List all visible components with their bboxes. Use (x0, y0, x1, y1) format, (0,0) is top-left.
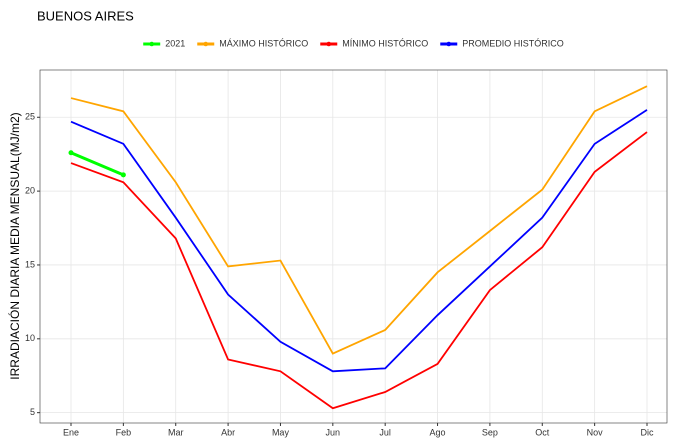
x-tick-label: Jul (379, 427, 391, 437)
x-tick-label: Jun (326, 427, 341, 437)
legend-label: PROMEDIO HISTÓRICO (462, 38, 564, 48)
y-tick-label: 10 (25, 333, 35, 343)
legend-dot (446, 41, 452, 47)
series-line (70, 151, 124, 177)
y-tick-label: 15 (25, 259, 35, 269)
y-tick-label: 25 (25, 112, 35, 122)
y-axis-label: IRRADIACIÓN DIARIA MEDIA MENSUAL(MJ/m2) (7, 112, 22, 379)
legend-label: MÁXIMO HISTÓRICO (219, 38, 308, 48)
x-tick-label: Sep (482, 427, 498, 437)
legend-dot (203, 41, 209, 47)
chart-title: BUENOS AIRES (37, 8, 134, 23)
series-line (70, 109, 648, 373)
legend: 2021 MÁXIMO HISTÓRICO MÍNIMO HISTÓRICO PROM… (143, 38, 564, 48)
series-line (70, 131, 648, 410)
point (68, 150, 74, 156)
x-tick-label: Ago (430, 427, 446, 437)
x-tick-label: Feb (116, 427, 132, 437)
y-tick-label: 5 (30, 407, 35, 417)
x-tick-label: Dic (641, 427, 654, 437)
panel-border (39, 69, 668, 424)
series-line (70, 85, 648, 355)
x-tick-label: Nov (587, 427, 604, 437)
x-tick-label: Abr (221, 427, 235, 437)
legend-dot (326, 41, 332, 47)
x-tick-label: Oct (535, 427, 550, 437)
y-tick-label: 20 (25, 185, 35, 195)
x-tick-label: Ene (63, 427, 79, 437)
x-tick-label: May (272, 427, 290, 437)
x-tick-label: Mar (168, 427, 184, 437)
legend-label: MÍNIMO HISTÓRICO (342, 38, 428, 48)
legend-label: 2021 (165, 38, 185, 48)
point (120, 172, 126, 178)
legend-dot (149, 41, 155, 47)
